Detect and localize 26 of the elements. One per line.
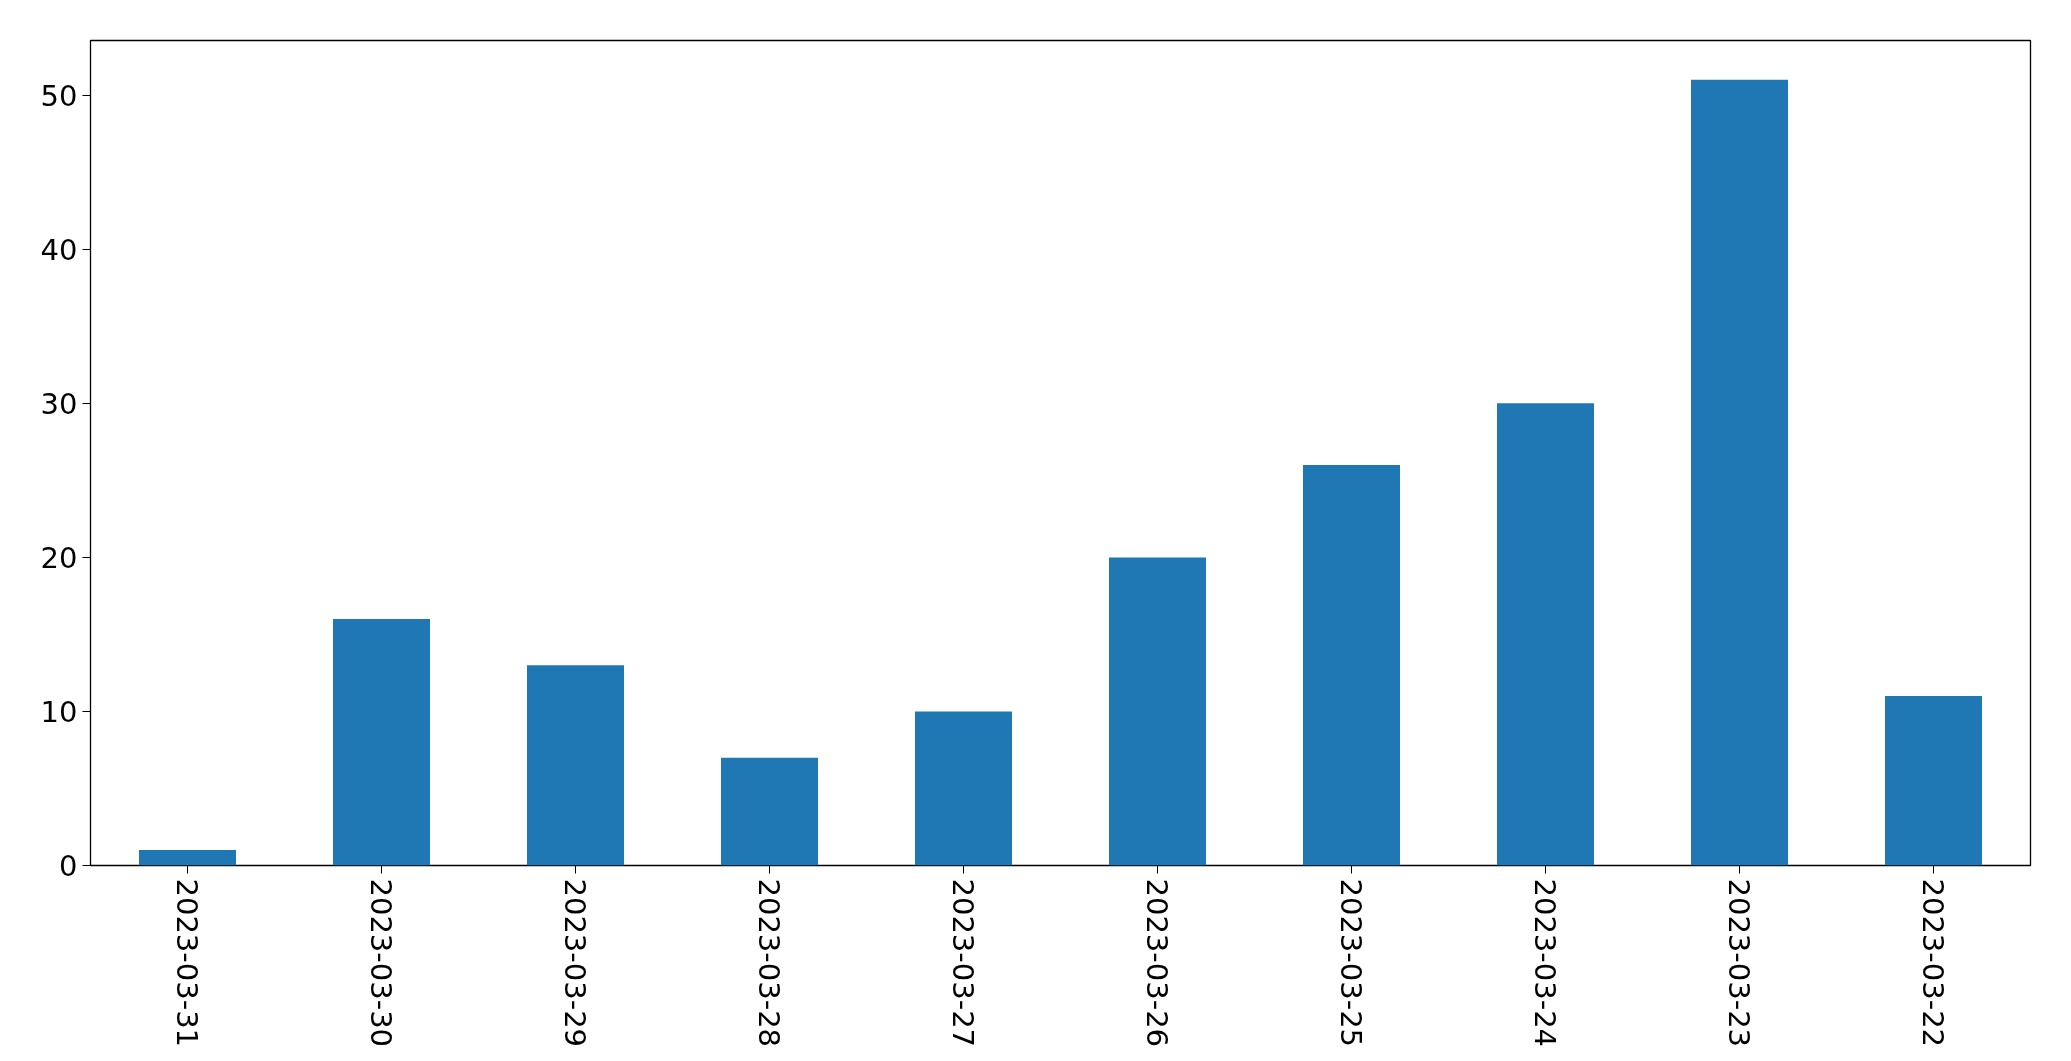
bar (721, 757, 818, 866)
bar (1109, 557, 1206, 866)
x-tick-label: 2023-03-28 (752, 878, 786, 1048)
bar (1885, 696, 1982, 866)
x-tick-label: 2023-03-26 (1140, 878, 1174, 1048)
x-tick-label: 2023-03-29 (558, 878, 592, 1048)
x-tick-label: 2023-03-24 (1528, 878, 1562, 1048)
bar (139, 850, 236, 866)
y-tick-label: 50 (40, 78, 78, 113)
x-tick-label: 2023-03-31 (170, 878, 204, 1048)
x-tick-label: 2023-03-22 (1916, 878, 1950, 1048)
bar (915, 711, 1012, 866)
x-tick-label: 2023-03-23 (1722, 878, 1756, 1048)
y-tick-label: 0 (59, 849, 78, 883)
bar (333, 619, 430, 866)
x-tick-label: 2023-03-30 (364, 878, 398, 1048)
y-tick-label: 30 (40, 386, 78, 421)
bar (1691, 79, 1788, 866)
y-tick-label: 40 (40, 232, 78, 267)
y-tick-label: 10 (40, 694, 78, 729)
bar (1497, 403, 1594, 866)
x-tick-label: 2023-03-27 (946, 878, 980, 1048)
y-tick-label: 20 (40, 540, 78, 575)
x-tick-label: 2023-03-25 (1334, 878, 1368, 1048)
bar (527, 665, 624, 866)
bar (1303, 464, 1400, 866)
